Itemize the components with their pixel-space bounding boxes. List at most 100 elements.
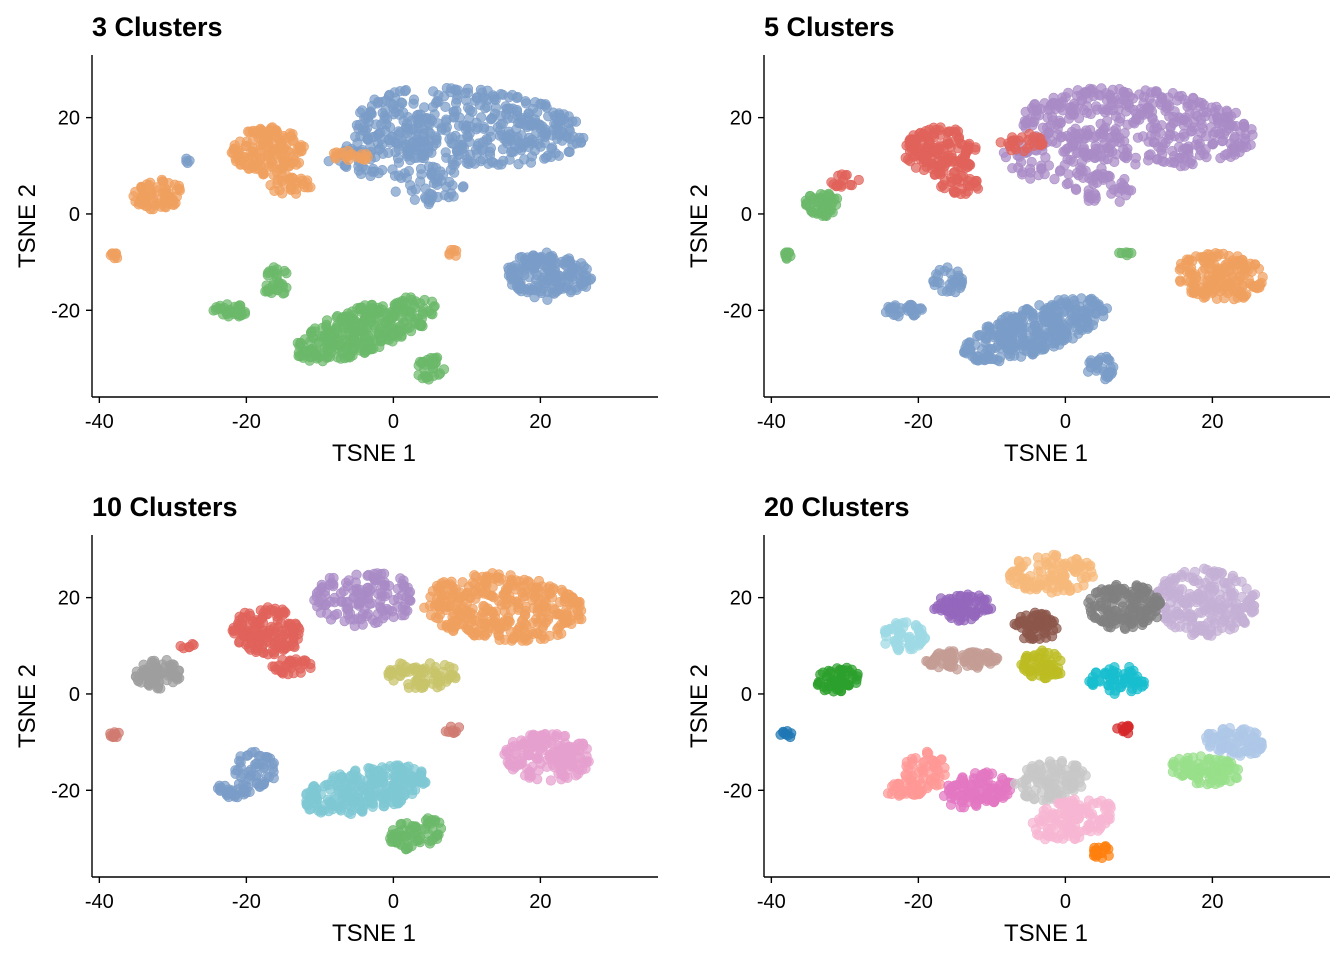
scatter-point-cluster-2: [955, 188, 966, 200]
scatter-point-cluster-1: [548, 107, 559, 118]
scatter-point-cluster-4: [1223, 285, 1234, 296]
scatter-point-cluster-9: [335, 769, 346, 780]
scatter-point-cluster-3: [1071, 554, 1082, 565]
scatter-point-cluster-1: [514, 581, 526, 592]
scatter-point-cluster-1: [1103, 147, 1115, 158]
scatter-point-cluster-4: [445, 670, 456, 681]
scatter-point-cluster-2: [144, 180, 155, 191]
scatter-point-cluster-3: [305, 659, 316, 670]
scatter-point-cluster-1: [519, 154, 530, 165]
scatter-point-cluster-1: [507, 89, 518, 101]
scatter-point-cluster-1: [381, 119, 392, 130]
scatter-point-cluster-1: [1090, 170, 1101, 181]
scatter-point-cluster-3: [232, 309, 243, 320]
scatter-point-cluster-2: [1101, 585, 1112, 596]
scatter-point-cluster-3: [289, 641, 300, 653]
scatter-point-cluster-1: [1230, 604, 1241, 615]
scatter-point-cluster-3: [393, 297, 404, 308]
scatter-point-cluster-2: [137, 188, 149, 199]
scatter-point-cluster-1: [548, 269, 559, 280]
x-tick-label: 20: [1201, 411, 1223, 433]
scatter-point-cluster-6: [111, 731, 122, 743]
scatter-point-cluster-1: [542, 294, 553, 305]
scatter-point-cluster-5: [916, 304, 927, 315]
scatter-point-cluster-3: [262, 270, 273, 281]
x-tick-label: -40: [85, 411, 114, 433]
scatter-point-cluster-8: [235, 757, 246, 768]
scatter-point-cluster-5: [934, 264, 945, 276]
scatter-point-cluster-1: [1169, 151, 1180, 162]
scatter-point-cluster-1: [499, 618, 510, 629]
scatter-point-cluster-6: [440, 726, 451, 737]
scatter-point-cluster-2: [1128, 603, 1139, 614]
scatter-point-cluster-3: [366, 299, 378, 311]
scatter-point-cluster-1: [1027, 116, 1038, 128]
scatter-point-cluster-2: [929, 169, 940, 180]
x-tick-label: 0: [388, 891, 399, 913]
scatter-point-cluster-1: [500, 101, 511, 112]
scatter-point-cluster-5: [1062, 301, 1073, 312]
scatter-point-cluster-1: [478, 123, 490, 134]
scatter-point-cluster-2: [1036, 139, 1048, 150]
scatter-point-cluster-2: [372, 617, 383, 628]
scatter-point-cluster-2: [939, 183, 950, 194]
scatter-point-cluster-1: [1119, 151, 1130, 162]
scatter-point-cluster-1: [536, 630, 548, 641]
scatter-point-cluster-1: [440, 147, 451, 158]
scatter-point-cluster-2: [951, 129, 963, 141]
scatter-point-cluster-1: [521, 121, 533, 133]
scatter-point-cluster-4: [410, 676, 421, 687]
scatter-point-cluster-9: [380, 793, 391, 804]
scatter-point-cluster-1: [520, 284, 531, 295]
scatter-point-cluster-1: [1187, 125, 1198, 137]
scatter-point-cluster-3: [317, 356, 328, 367]
scatter-point-cluster-1: [537, 130, 548, 141]
y-tick-label: 20: [730, 108, 752, 130]
scatter-point-cluster-9: [415, 776, 426, 788]
scatter-point-cluster-3: [380, 326, 391, 337]
scatter-point-cluster-2: [286, 184, 297, 196]
scatter-point-cluster-5: [1027, 308, 1038, 319]
scatter-point-cluster-5: [1014, 616, 1025, 627]
scatter-point-cluster-3: [288, 668, 299, 679]
scatter-point-cluster-1: [532, 606, 543, 617]
scatter-point-cluster-8: [267, 763, 278, 774]
scatter-point-cluster-1: [556, 584, 567, 595]
scatter-point-cluster-3: [345, 335, 356, 347]
scatter-point-cluster-2: [163, 198, 174, 209]
scatter-point-cluster-3: [277, 607, 289, 618]
y-tick-label: 20: [58, 108, 80, 130]
scatter-point-cluster-1: [1194, 150, 1206, 161]
scatter-point-cluster-1: [1090, 190, 1101, 201]
scatter-point-cluster-5: [983, 351, 994, 362]
scatter-point-cluster-1: [1031, 105, 1042, 116]
scatter-point-cluster-1: [407, 124, 418, 135]
scatter-point-cluster-5: [1009, 350, 1020, 361]
scatter-point-cluster-2: [269, 185, 280, 196]
scatter-point-cluster-1: [1109, 92, 1120, 103]
scatter-point-cluster-1: [1102, 115, 1113, 127]
scatter-point-cluster-8: [263, 772, 275, 783]
scatter-point-cluster-1: [440, 101, 451, 112]
scatter-point-cluster-1: [419, 602, 430, 613]
scatter-point-cluster-3: [387, 311, 398, 322]
scatter-point-cluster-1: [1147, 113, 1158, 124]
scatter-point-cluster-4: [1190, 271, 1202, 282]
scatter-point-cluster-1: [526, 134, 538, 145]
scatter-point-cluster-2: [910, 150, 921, 161]
scatter-point-cluster-1: [551, 609, 562, 620]
scatter-point-cluster-1: [554, 596, 566, 608]
scatter-point-cluster-7: [545, 775, 557, 786]
scatter-point-cluster-1: [1185, 610, 1196, 621]
scatter-point-cluster-4: [1254, 282, 1265, 293]
scatter-point-cluster-3: [309, 323, 321, 334]
scatter-point-cluster-9: [385, 761, 396, 772]
scatter-point-cluster-1: [490, 612, 501, 623]
x-tick-label: 0: [1060, 411, 1071, 433]
scatter-point-cluster-2: [350, 577, 361, 588]
scatter-point-cluster-1: [409, 194, 420, 205]
scatter-point-cluster-3: [410, 318, 421, 329]
scatter-point-cluster-3: [327, 332, 338, 344]
